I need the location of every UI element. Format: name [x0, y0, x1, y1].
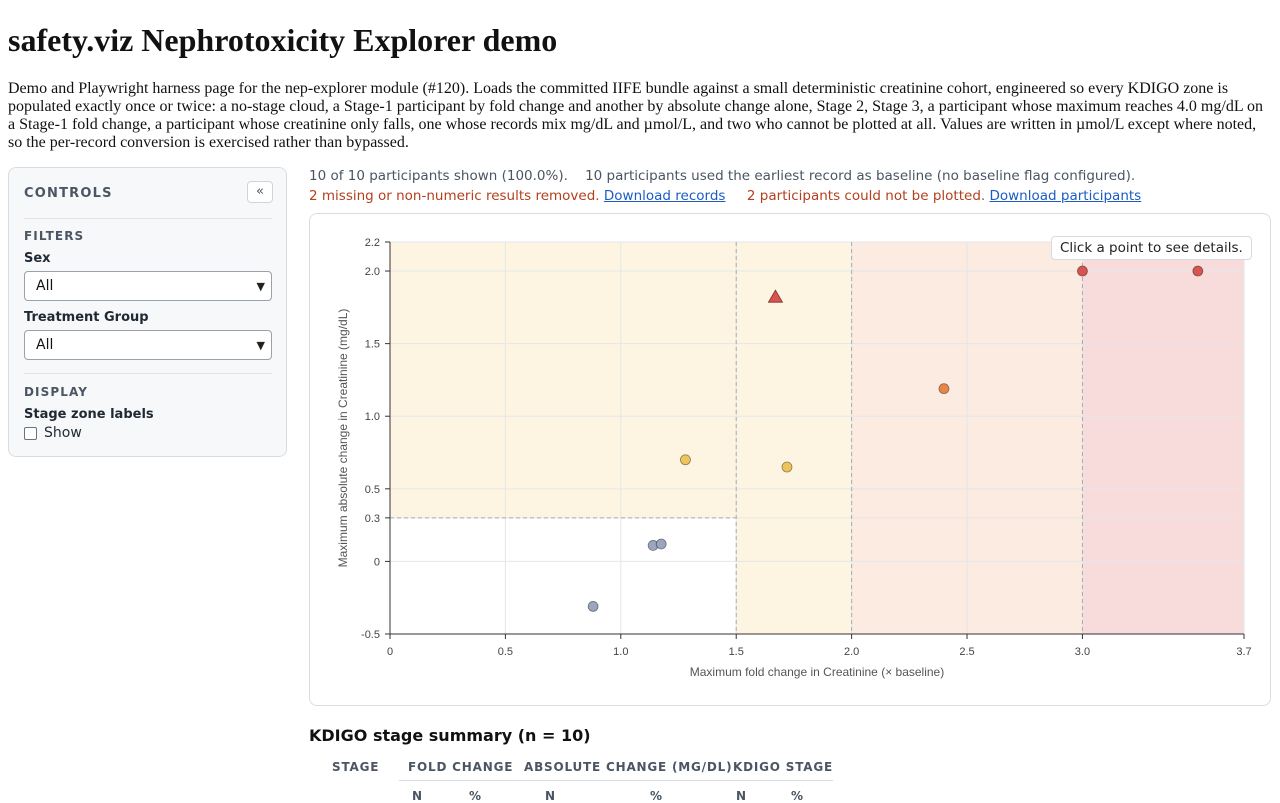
zone-labels-checkbox[interactable]	[24, 427, 37, 440]
y-tick-label: 2.0	[365, 266, 380, 278]
y-tick-label: 2.2	[365, 237, 380, 249]
summary-col-kdigo: KDIGO STAGE	[733, 760, 833, 774]
data-point[interactable]	[938, 383, 950, 395]
treatment-filter-select[interactable]: All ▼	[24, 330, 272, 360]
page-title: safety.viz Nephrotoxicity Explorer demo	[8, 22, 558, 58]
download-participants-link[interactable]: Download participants	[989, 188, 1142, 204]
x-tick-label: 0	[387, 646, 393, 658]
summary-col-abs: ABSOLUTE CHANGE (MG/DL)	[524, 760, 733, 774]
data-point[interactable]	[587, 601, 599, 612]
nephrotoxicity-scatter-chart: 0 0.5 1.0 1.5 2.0 2.5 3.0 3.7 -0.5 0 0.3 0.5 1.0 1.5 2…	[336, 237, 1252, 679]
summary-col-stage: STAGE	[332, 760, 380, 774]
y-tick-label: -0.5	[361, 629, 380, 641]
y-tick-label: 1.5	[365, 339, 380, 351]
data-point[interactable]	[680, 454, 691, 466]
chevron-down-icon: ▼	[256, 339, 265, 352]
display-section-title: DISPLAY	[24, 385, 89, 399]
zone-labels-label: Stage zone labels	[24, 407, 154, 422]
status-line-2: 2 missing or non-numeric results removed…	[309, 187, 1141, 205]
summary-sub-fold-pct: %	[469, 789, 482, 803]
chart-hint-tooltip: Click a point to see details.	[1051, 236, 1252, 260]
summary-sub-kdigo-n: N	[736, 789, 747, 803]
zone-stage3	[1082, 242, 1244, 634]
controls-divider	[24, 218, 272, 219]
summary-sub-abs-n: N	[545, 789, 556, 803]
zone-stage1-fold	[736, 242, 852, 634]
chevron-down-icon: ▼	[256, 280, 265, 293]
summary-sub-fold-n: N	[412, 789, 423, 803]
display-divider	[24, 373, 272, 374]
scatter-chart-card: 0 0.5 1.0 1.5 2.0 2.5 3.0 3.7 -0.5 0 0.3 0.5 1.0 1.5 2…	[309, 213, 1271, 706]
y-tick-label: 0.5	[365, 484, 380, 496]
sex-filter-select[interactable]: All ▼	[24, 271, 272, 301]
summary-title: KDIGO stage summary (n = 10)	[309, 726, 591, 745]
kdigo-summary-table: STAGE FOLD CHANGE ABSOLUTE CHANGE (MG/DL…	[309, 752, 839, 803]
data-point-triangle[interactable]	[767, 289, 784, 303]
x-tick-label: 3.7	[1236, 646, 1251, 658]
summary-header-rule	[399, 780, 833, 781]
summary-sub-kdigo-pct: %	[791, 789, 804, 803]
data-point[interactable]	[1192, 265, 1204, 277]
x-axis-title: Maximum fold change in Creatinine (× bas…	[690, 665, 944, 679]
x-tick-label: 1.5	[729, 646, 744, 658]
baseline-note-text: 10 participants used the earliest record…	[585, 168, 1136, 184]
data-point[interactable]	[1077, 265, 1088, 277]
summary-col-fold: FOLD CHANGE	[408, 760, 514, 774]
x-tick-label: 3.0	[1075, 646, 1090, 658]
x-tick-label: 2.5	[959, 646, 974, 658]
collapse-controls-button[interactable]: «	[247, 181, 273, 203]
participants-shown-text: 10 of 10 participants shown (100.0%).	[309, 168, 568, 184]
x-tick-label: 0.5	[498, 646, 513, 658]
page-intro: Demo and Playwright harness page for the…	[8, 80, 1263, 151]
zone-labels-checkbox-label: Show	[44, 425, 82, 441]
removed-records-text: 2 missing or non-numeric results removed…	[309, 188, 600, 204]
y-tick-label: 1.0	[365, 411, 380, 423]
x-tick-label: 1.0	[613, 646, 628, 658]
y-tick-label: 0	[374, 556, 380, 568]
zone-stage1-absolute	[390, 242, 737, 518]
y-axis-title: Maximum absolute change in Creatinine (m…	[336, 309, 350, 568]
data-point[interactable]	[655, 538, 667, 550]
data-point[interactable]	[781, 461, 793, 473]
summary-sub-abs-pct: %	[650, 789, 663, 803]
download-records-link[interactable]: Download records	[603, 188, 726, 204]
treatment-filter-label: Treatment Group	[24, 310, 149, 325]
x-tick-label: 2.0	[844, 646, 859, 658]
not-plotted-text: 2 participants could not be plotted.	[746, 188, 986, 204]
controls-header: CONTROLS	[24, 186, 113, 201]
y-tick-label: 0.3	[365, 513, 380, 525]
filters-section-title: FILTERS	[24, 229, 85, 243]
treatment-filter-value: All	[36, 337, 54, 353]
controls-panel: CONTROLS « FILTERS Sex All ▼ Treatment G…	[8, 167, 287, 457]
sex-filter-label: Sex	[24, 251, 51, 266]
sex-filter-value: All	[36, 278, 54, 294]
status-line-1: 10 of 10 participants shown (100.0%). 10…	[309, 167, 1135, 185]
